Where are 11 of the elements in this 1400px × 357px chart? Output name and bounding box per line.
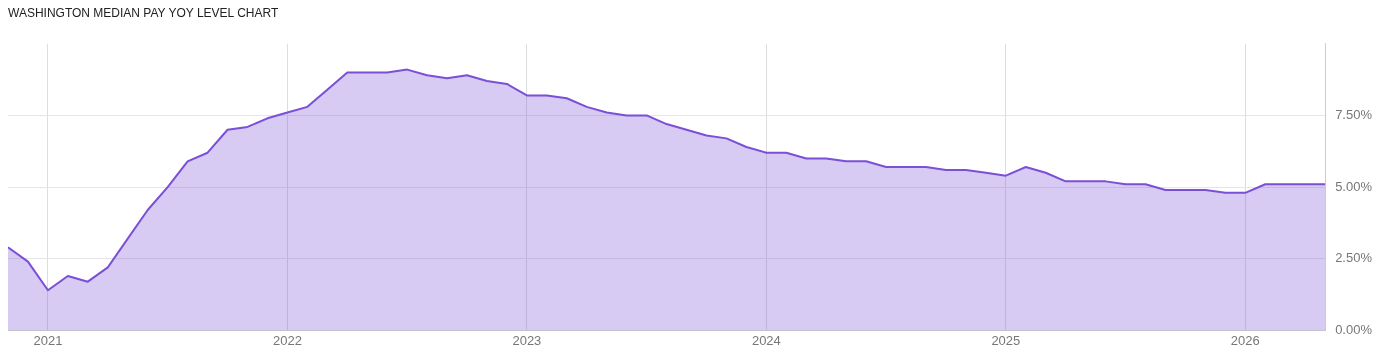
y-tick-label: 2.50% (1335, 250, 1373, 266)
x-tick-label: 2021 (33, 332, 63, 348)
y-tick-label: 5.00% (1335, 178, 1373, 194)
x-tick-label: 2025 (991, 332, 1021, 348)
x-tick-label: 2024 (751, 332, 781, 348)
chart-title: WASHINGTON MEDIAN PAY YOY LEVEL CHART (8, 6, 280, 22)
x-tick-label: 2022 (272, 332, 302, 348)
y-tick-label: 0.00% (1335, 321, 1373, 337)
x-tick-label: 2023 (512, 332, 542, 348)
x-tick-label: 2026 (1230, 332, 1260, 348)
y-tick-label: 7.50% (1335, 107, 1373, 123)
